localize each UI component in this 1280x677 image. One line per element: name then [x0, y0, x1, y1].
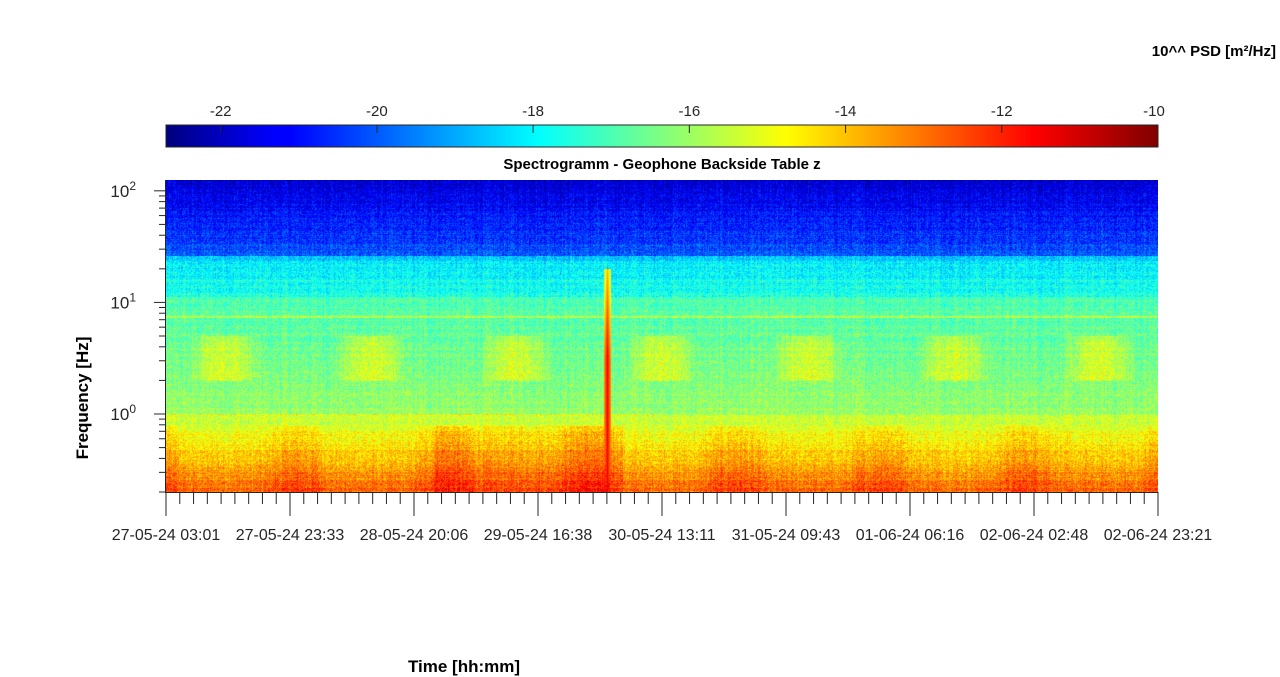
spectrogram-image: [166, 180, 1158, 492]
colorbar-scale: [165, 124, 1159, 148]
colorbar-tick-label: -18: [522, 103, 544, 120]
colorbar-label: 10^^ PSD [m²/Hz]: [1152, 43, 1276, 60]
x-tick-label: 29-05-24 16:38: [484, 527, 593, 544]
colorbar-tick-label: -16: [678, 103, 700, 120]
colorbar: -22 -20 -18 -16 -14 -12 -10: [165, 103, 1165, 148]
x-tick-label: 27-05-24 23:33: [236, 527, 345, 544]
chart-title: Spectrogramm - Geophone Backside Table z: [503, 156, 820, 173]
y-tick-label: 102: [110, 179, 136, 201]
colorbar-tick-label: -12: [991, 103, 1013, 120]
x-tick-label: 31-05-24 09:43: [732, 527, 841, 544]
colorbar-tick-label: -20: [366, 103, 388, 120]
x-axis-label: Time [hh:mm]: [408, 657, 520, 676]
x-tick-label: 28-05-24 20:06: [360, 527, 469, 544]
colorbar-tick-label: -10: [1143, 103, 1165, 120]
x-tick-label: 01-06-24 06:16: [856, 527, 965, 544]
y-axis-label: Frequency [Hz]: [73, 337, 92, 460]
colorbar-tick-label: -22: [210, 103, 232, 120]
x-tick-label: 30-05-24 13:11: [608, 527, 715, 544]
x-tick-label: 02-06-24 23:21: [1104, 527, 1213, 544]
colorbar-ticks: -22 -20 -18 -16 -14 -12 -10: [210, 103, 1165, 133]
y-tick-label: 101: [110, 290, 136, 312]
y-axis-ticks: 102 101 100: [110, 179, 165, 493]
x-tick-label: 02-06-24 02:48: [980, 527, 1089, 544]
x-tick-label: 27-05-24 03:01: [112, 527, 221, 544]
colorbar-tick-label: -14: [835, 103, 857, 120]
x-axis-ticks: 27-05-24 03:01 27-05-24 23:33 28-05-24 20:…: [112, 492, 1213, 544]
y-tick-label: 100: [110, 402, 136, 424]
